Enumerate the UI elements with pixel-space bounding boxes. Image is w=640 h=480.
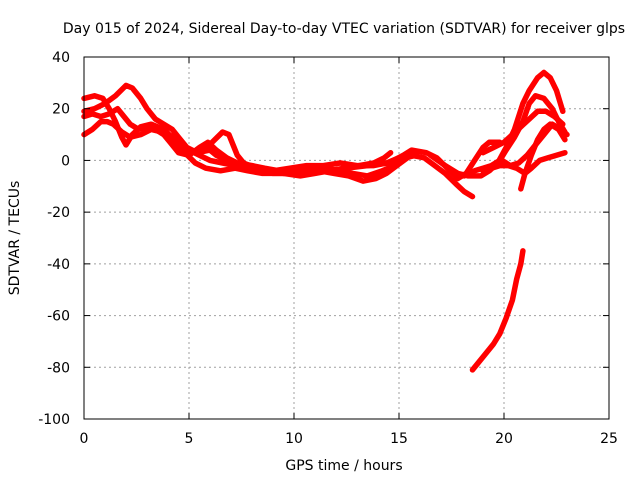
x-tick-label: 25 — [600, 431, 618, 447]
series-line-track-11 — [518, 121, 568, 192]
y-tick-label: -60 — [47, 309, 70, 325]
chart-title: Day 015 of 2024, Sidereal Day-to-day VTE… — [63, 21, 625, 37]
x-tick-label: 5 — [185, 431, 194, 447]
y-tick-label: -40 — [47, 257, 70, 273]
x-tick-label: 20 — [495, 431, 513, 447]
x-tick-label: 10 — [285, 431, 303, 447]
x-tick-label: 0 — [80, 431, 89, 447]
y-tick-label: -100 — [38, 412, 70, 428]
grid-lines — [84, 57, 609, 419]
series-line-track-8 — [480, 108, 566, 156]
plot-frame — [83, 56, 610, 420]
x-tick-label: 15 — [390, 431, 408, 447]
y-axis-label: SDTVAR / TECUs — [7, 181, 23, 296]
y-tick-label: 0 — [61, 153, 70, 169]
axis-ticks — [83, 56, 610, 420]
y-tick-label: -80 — [47, 360, 70, 376]
series-line-track-2 — [81, 82, 476, 200]
y-tick-label: -20 — [47, 205, 70, 221]
series-line-track-5 — [198, 129, 394, 179]
series-line-track-12 — [469, 248, 526, 373]
series-line-track-3 — [81, 105, 419, 179]
y-tick-label: 40 — [52, 50, 70, 66]
y-tick-label: 20 — [52, 102, 70, 118]
tick-labels: 0 5 10 15 20 25 40 20 0 -20 -40 -60 -80 -100 — [38, 50, 618, 447]
series-line-track-4 — [81, 118, 411, 184]
x-axis-label: GPS time / hours — [285, 458, 402, 474]
data-series — [81, 69, 570, 373]
